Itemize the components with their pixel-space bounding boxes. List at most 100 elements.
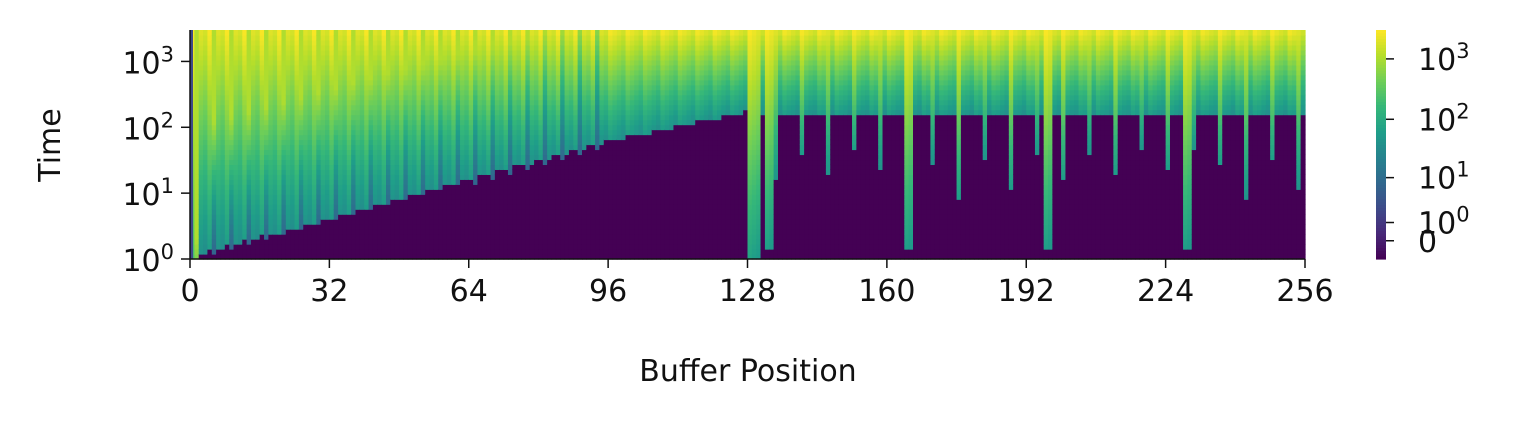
heatmap-cell xyxy=(494,114,500,121)
heatmap-cell xyxy=(246,30,252,36)
heatmap-cell xyxy=(298,59,304,66)
heatmap-cell xyxy=(503,219,509,225)
heatmap-cell xyxy=(468,64,474,71)
heatmap-cell xyxy=(534,109,540,116)
heatmap-cell xyxy=(264,139,269,146)
heatmap-cell xyxy=(651,114,657,121)
heatmap-cell xyxy=(268,124,274,131)
heatmap-cell xyxy=(507,164,513,170)
heatmap-cell xyxy=(616,94,622,101)
heatmap-cell xyxy=(294,94,300,101)
heatmap-cell xyxy=(446,234,452,240)
heatmap-cell xyxy=(420,254,426,260)
heatmap-cell xyxy=(237,54,243,61)
heatmap-cell xyxy=(290,34,296,41)
heatmap-cell xyxy=(246,239,252,245)
heatmap-cell xyxy=(298,79,304,86)
heatmap-cell xyxy=(386,224,391,230)
heatmap-cell xyxy=(381,239,387,245)
heatmap-cell xyxy=(512,219,518,225)
heatmap-cell xyxy=(534,54,540,61)
heatmap-cell xyxy=(586,174,592,180)
heatmap-cell xyxy=(416,44,422,51)
heatmap-cell xyxy=(390,79,396,86)
heatmap-cell xyxy=(656,34,661,41)
heatmap-cell xyxy=(281,139,287,146)
heatmap-cell xyxy=(577,229,583,235)
heatmap-cell xyxy=(629,129,635,136)
heatmap-cell xyxy=(577,54,583,61)
heatmap-cell xyxy=(433,89,439,96)
heatmap-cell xyxy=(564,99,570,106)
heatmap-cell xyxy=(595,149,601,156)
heatmap-cell xyxy=(203,124,209,131)
heatmap-cell xyxy=(294,214,300,220)
heatmap-cell xyxy=(446,49,452,56)
heatmap-cell xyxy=(281,69,287,76)
heatmap-cell xyxy=(338,214,344,220)
heatmap-cell xyxy=(608,204,614,210)
heatmap-cell xyxy=(638,204,644,210)
heatmap-cell xyxy=(616,219,622,225)
heatmap-cell xyxy=(525,244,531,250)
heatmap-cell xyxy=(298,124,304,131)
heatmap-cell xyxy=(211,209,217,215)
heatmap-cell xyxy=(246,74,252,81)
heatmap-cell xyxy=(486,99,492,106)
heatmap-cell xyxy=(603,64,609,71)
heatmap-cell xyxy=(629,154,635,161)
heatmap-cell xyxy=(381,54,387,61)
heatmap-cell xyxy=(203,134,209,141)
heatmap-cell xyxy=(481,154,487,161)
heatmap-cell xyxy=(542,204,548,210)
heatmap-cell xyxy=(616,30,622,36)
heatmap-cell xyxy=(229,54,235,61)
heatmap-cell xyxy=(660,159,666,166)
heatmap-cell xyxy=(442,79,448,86)
heatmap-cell xyxy=(325,89,330,96)
heatmap-cell xyxy=(233,54,239,61)
heatmap-cell xyxy=(468,199,474,205)
heatmap-cell xyxy=(342,119,348,126)
heatmap-cell xyxy=(207,149,213,156)
heatmap-cell xyxy=(320,99,326,106)
heatmap-cell xyxy=(473,109,479,116)
heatmap-cell xyxy=(460,174,465,180)
heatmap-cell xyxy=(325,30,330,36)
heatmap-cell xyxy=(642,99,648,106)
heatmap-cell xyxy=(368,34,374,41)
heatmap-cell xyxy=(372,244,378,250)
heatmap-cell xyxy=(420,229,426,235)
heatmap-cell xyxy=(534,114,540,121)
heatmap-cell xyxy=(264,49,269,56)
heatmap-cell xyxy=(307,209,313,215)
heatmap-cell xyxy=(264,34,269,41)
heatmap-cell xyxy=(386,239,391,245)
heatmap-cell xyxy=(264,109,269,116)
heatmap-cell xyxy=(268,99,274,106)
heatmap-cell xyxy=(394,174,400,180)
heatmap-cell xyxy=(560,244,566,250)
heatmap-cell xyxy=(560,219,566,225)
heatmap-cell xyxy=(634,84,640,91)
heatmap-cell xyxy=(464,99,470,106)
heatmap-cell xyxy=(285,239,291,245)
heatmap-cell xyxy=(455,114,461,121)
heatmap-cell xyxy=(477,199,483,205)
heatmap-cell xyxy=(595,79,601,86)
heatmap-cell xyxy=(290,39,296,46)
heatmap-cell xyxy=(246,169,252,175)
heatmap-cell xyxy=(499,134,505,141)
heatmap-cell xyxy=(386,179,391,185)
heatmap-cell xyxy=(616,164,622,170)
heatmap-cell xyxy=(642,214,648,220)
heatmap-cell xyxy=(651,179,657,185)
heatmap-cell xyxy=(259,30,265,36)
heatmap-cell xyxy=(368,229,374,235)
heatmap-cell xyxy=(237,139,243,146)
heatmap-cell xyxy=(555,104,561,111)
heatmap-cell xyxy=(494,189,500,195)
heatmap-cell xyxy=(381,114,387,121)
heatmap-cell xyxy=(250,179,256,185)
heatmap-cell xyxy=(290,174,296,180)
